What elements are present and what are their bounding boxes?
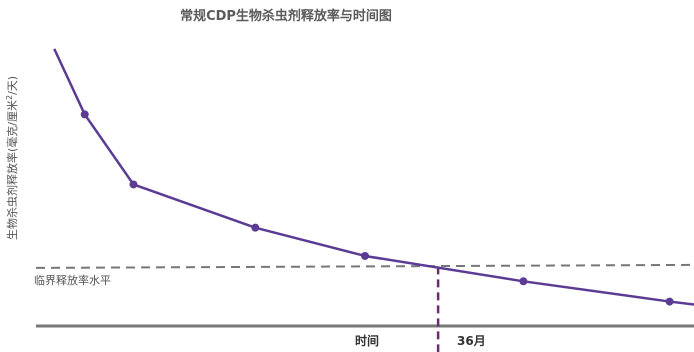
data-point (665, 297, 674, 306)
data-point (519, 277, 528, 286)
data-point (251, 223, 260, 232)
marker-label: 36月 (457, 334, 486, 348)
release-rate-line (53, 48, 694, 306)
y-axis-label: 生物杀虫剂释放率(毫克/厘米2/天) (5, 76, 20, 240)
data-points (80, 110, 674, 306)
data-point (129, 180, 138, 189)
data-point (361, 251, 369, 260)
x-axis-label: 时间 (355, 333, 379, 348)
chart-title: 常规CDP生物杀虫剂释放率与时间图 (180, 8, 392, 24)
threshold-line (35, 263, 694, 269)
threshold-label: 临界释放率水平 (34, 273, 111, 287)
data-point (80, 110, 89, 119)
